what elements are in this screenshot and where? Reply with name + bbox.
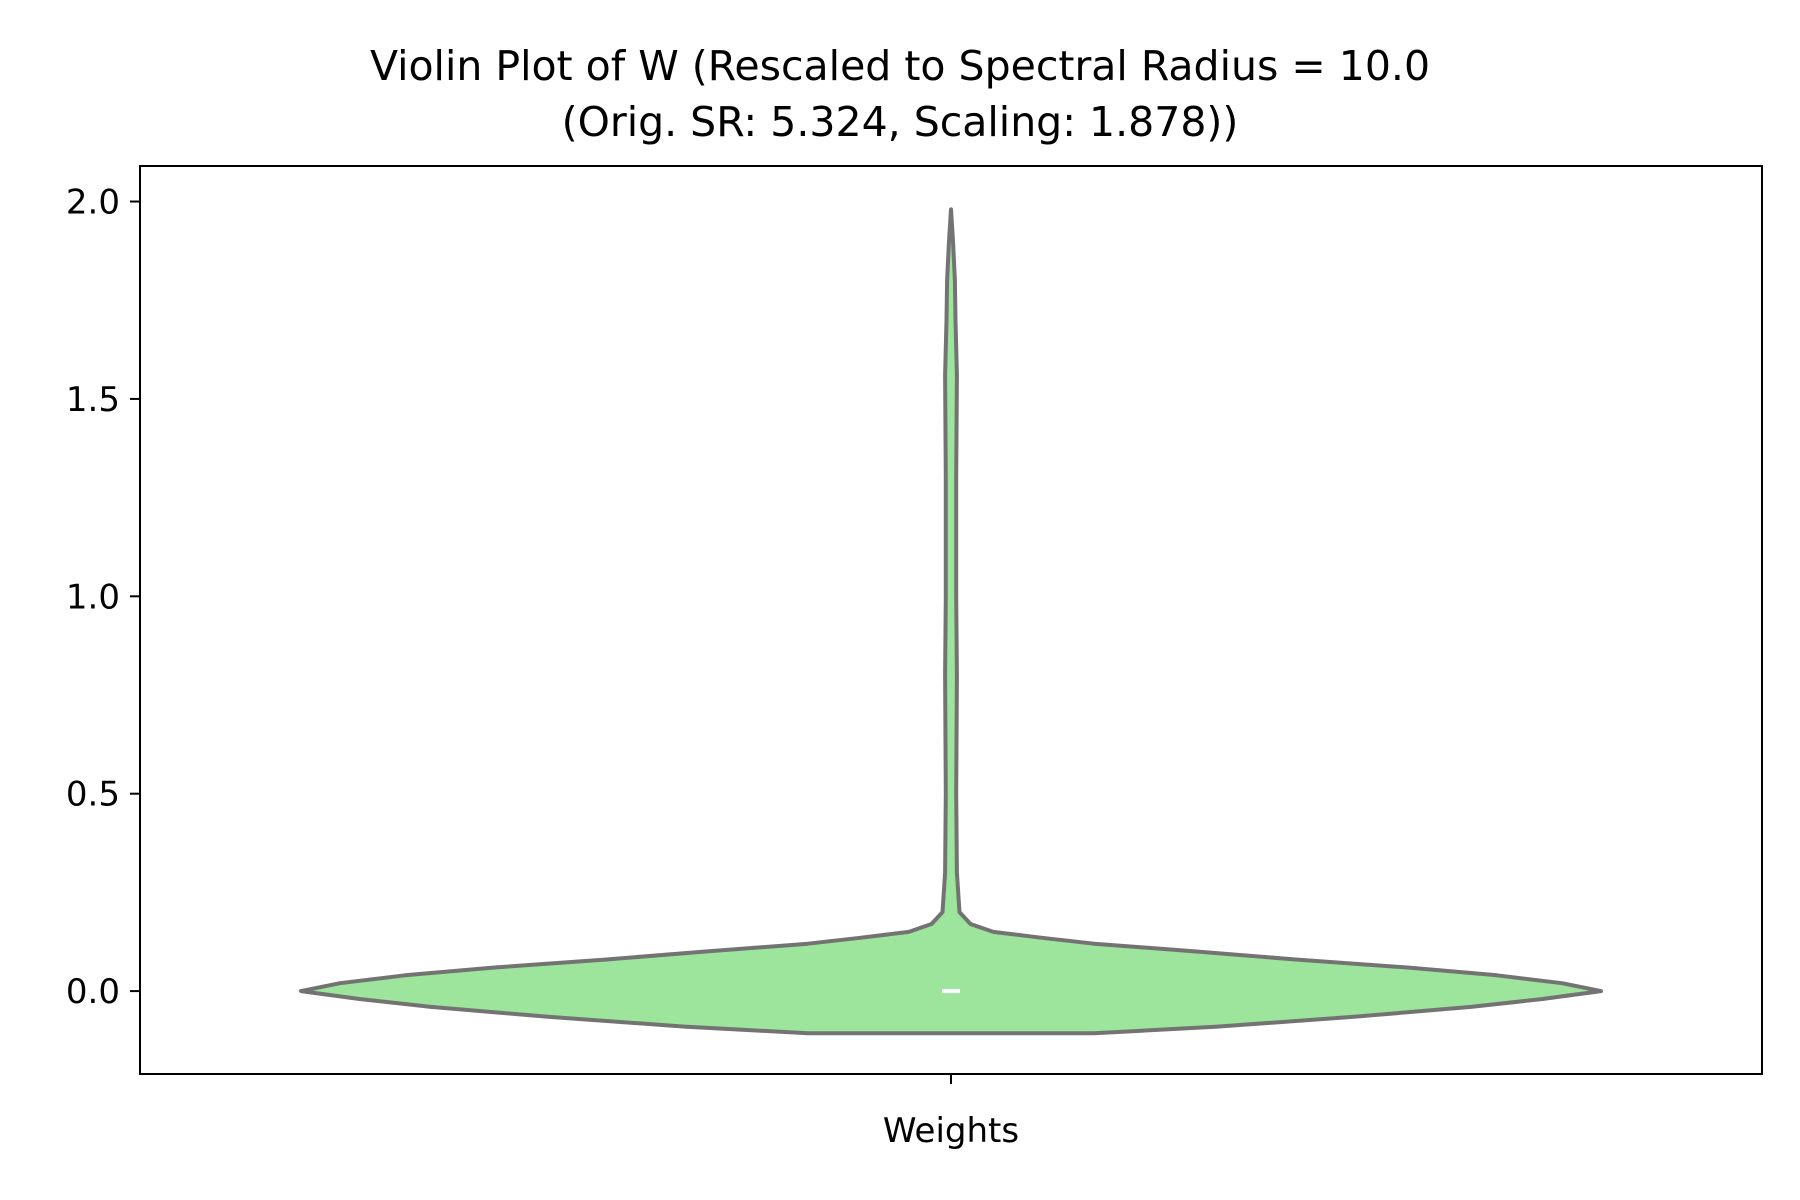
y-tick-label: 1.0 xyxy=(66,577,120,617)
violin-layer xyxy=(299,207,1603,1036)
y-axis: 0.0 0.5 1.0 1.5 2.0 xyxy=(66,183,140,1012)
chart-title: Violin Plot of W (Rescaled to Spectral R… xyxy=(0,38,1800,150)
x-tick-label: Weights xyxy=(883,1111,1019,1151)
violin-body-weights xyxy=(299,207,1603,1036)
y-tick-label: 0.5 xyxy=(66,775,120,815)
y-tick-label: 1.5 xyxy=(66,380,120,420)
x-axis: Weights xyxy=(883,1074,1019,1151)
y-tick-label: 0.0 xyxy=(66,972,120,1012)
chart-title-line-2: (Orig. SR: 5.324, Scaling: 1.878)) xyxy=(561,98,1239,146)
chart-title-line-1: Violin Plot of W (Rescaled to Spectral R… xyxy=(369,42,1431,90)
y-tick-label: 2.0 xyxy=(66,183,120,223)
